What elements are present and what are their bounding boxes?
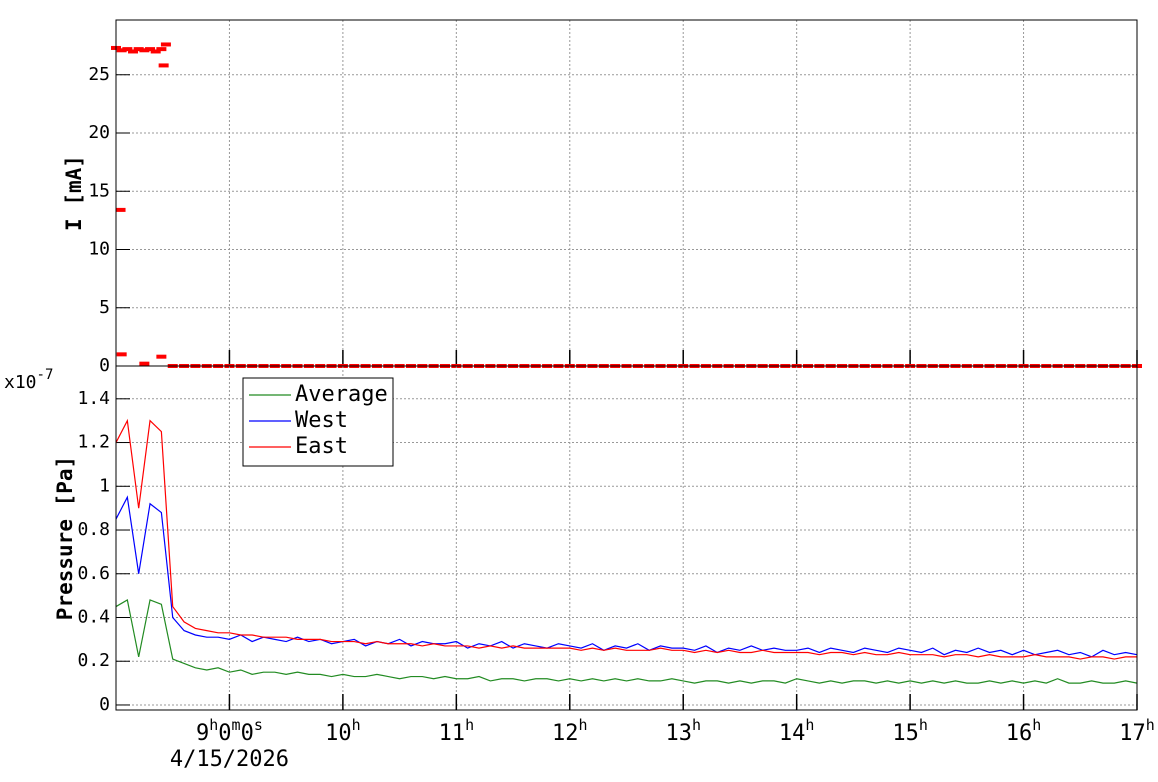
- multiplier-exponent: -7: [37, 367, 54, 383]
- x-tick-label: 11h: [439, 716, 475, 747]
- legend-box: [242, 377, 394, 467]
- y-tick-label: 1: [99, 475, 110, 496]
- plot-frame: [115, 19, 1138, 367]
- marker: [116, 352, 127, 357]
- series-line: [115, 418, 1137, 660]
- marker: [139, 48, 150, 53]
- x-tick-label: 15h: [892, 716, 928, 747]
- y-tick-label: 1.4: [77, 388, 110, 409]
- x-tick-label: 10h: [325, 716, 361, 747]
- x-date-label: 4/15/2026: [170, 747, 289, 772]
- series-line: [115, 599, 1138, 684]
- marker: [145, 47, 156, 52]
- marker: [116, 48, 127, 53]
- y-tick-label: 0: [99, 355, 110, 376]
- marker: [128, 49, 139, 54]
- x-tick-label: 9h0m0s: [196, 716, 263, 747]
- y-tick-label: 10: [88, 239, 110, 260]
- y-axis-title: I [mA]: [62, 155, 86, 231]
- marker: [158, 63, 169, 68]
- y-tick-label: 0.8: [77, 519, 110, 540]
- multiplier-base: x10: [4, 372, 37, 393]
- y-tick-label: 0.2: [77, 650, 110, 671]
- legend-label: Average: [295, 382, 388, 407]
- y-tick-label: 0: [99, 694, 110, 715]
- marker: [122, 47, 133, 52]
- x-tick-label: 16h: [1006, 716, 1042, 747]
- x-tick-label: 17h: [1119, 716, 1155, 747]
- y-tick-label: 0.6: [77, 563, 110, 584]
- marker: [156, 354, 167, 359]
- marker: [150, 49, 161, 54]
- y-tick-label: 0.4: [77, 606, 110, 627]
- x-tick-label: 13h: [665, 716, 701, 747]
- y-tick-label: 1.2: [77, 432, 110, 453]
- y-tick-label: 20: [88, 122, 110, 143]
- marker: [139, 361, 150, 366]
- series-line: [115, 495, 1138, 658]
- y-multiplier: x10-7: [4, 367, 53, 393]
- y-axis-title: Pressure [Pa]: [53, 456, 77, 620]
- plot-frame: [115, 365, 1138, 711]
- y-tick-label: 5: [99, 297, 110, 318]
- marker: [160, 42, 171, 47]
- marker: [133, 47, 144, 52]
- y-tick-label: 15: [88, 180, 110, 201]
- x-tick-label: 12h: [552, 716, 588, 747]
- marker: [115, 207, 126, 212]
- legend-label: West: [295, 408, 348, 433]
- legend-label: East: [295, 434, 348, 459]
- y-tick-label: 25: [88, 64, 110, 85]
- x-tick-label: 14h: [779, 716, 815, 747]
- marker: [156, 47, 167, 52]
